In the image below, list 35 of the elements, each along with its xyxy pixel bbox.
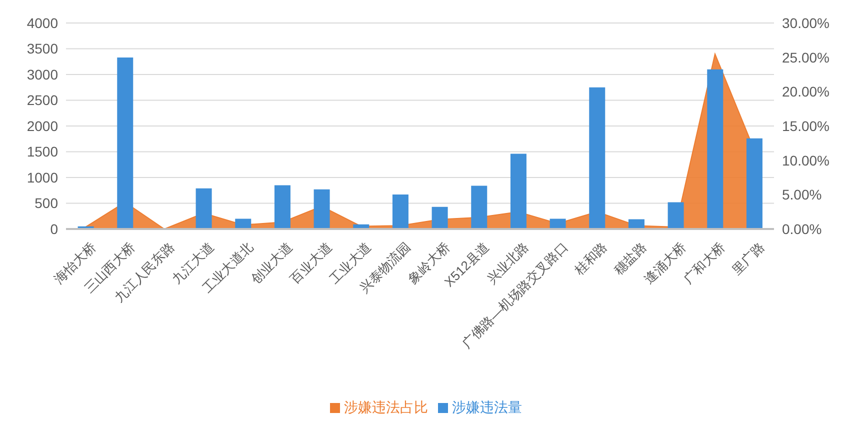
bar	[668, 202, 684, 229]
bar	[235, 218, 252, 229]
y2-tick-label: 20.00%	[782, 84, 830, 100]
y2-tick-label: 10.00%	[782, 152, 830, 168]
x-tick-label: 里广路	[729, 239, 768, 278]
y-tick-label: 1000	[26, 169, 58, 186]
bar	[589, 87, 606, 229]
bar	[628, 219, 644, 229]
y-tick-label: 3000	[26, 66, 58, 82]
bar	[550, 218, 566, 229]
legend-label: 涉嫌违法占比	[344, 399, 428, 415]
y-tick-label: 0	[50, 220, 58, 237]
y2-tick-label: 25.00%	[782, 49, 830, 66]
bar	[432, 206, 448, 229]
y2-tick-label: 15.00%	[782, 118, 830, 134]
bar	[274, 185, 290, 229]
bar	[510, 154, 526, 229]
bar	[707, 69, 724, 229]
x-tick-label: 桂和路	[571, 239, 610, 278]
y-tick-label: 4000	[26, 14, 58, 31]
y2-tick-label: 5.00%	[782, 186, 822, 203]
y-tick-label: 2500	[26, 92, 58, 108]
y-tick-label: 500	[34, 195, 58, 212]
y2-tick-label: 0.00%	[782, 220, 822, 237]
bar	[471, 186, 488, 229]
bar	[196, 188, 212, 229]
y-tick-label: 1500	[26, 144, 58, 160]
y-tick-label: 3500	[26, 40, 58, 57]
bar	[392, 194, 408, 229]
y2-tick-label: 30.00%	[782, 14, 830, 31]
bar	[117, 58, 134, 229]
bar	[314, 189, 330, 229]
bar	[746, 138, 762, 229]
legend-label: 涉嫌违法量	[452, 399, 522, 415]
y-tick-label: 2000	[26, 118, 58, 134]
